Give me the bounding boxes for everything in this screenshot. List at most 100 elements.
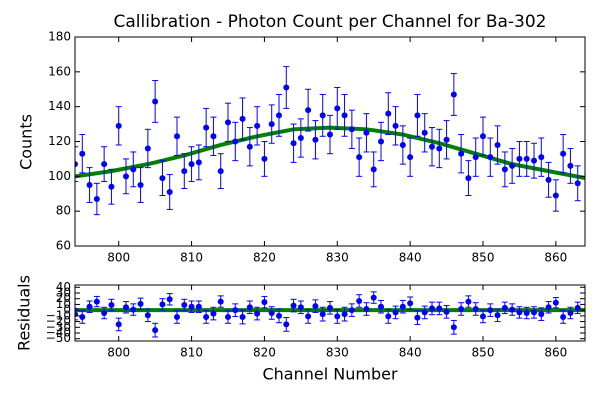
data-point — [144, 145, 151, 152]
data-point — [421, 129, 428, 136]
x-tick-label: 820 — [253, 251, 276, 265]
data-point — [210, 133, 217, 140]
data-point — [290, 140, 297, 147]
axes-frame — [74, 284, 586, 342]
plot-area — [75, 66, 585, 216]
data-point — [101, 310, 108, 316]
x-tick-label: 860 — [544, 251, 567, 265]
data-point — [523, 310, 530, 316]
y-tick-label: 10 — [56, 297, 71, 311]
data-point — [480, 133, 486, 140]
data-point — [152, 327, 159, 334]
data-point — [101, 161, 108, 168]
data-point — [225, 119, 231, 126]
data-point — [472, 154, 479, 161]
data-point — [210, 310, 217, 317]
data-point — [458, 150, 465, 157]
data-point — [181, 302, 188, 308]
data-point — [552, 192, 559, 199]
x-tick-label: 800 — [107, 346, 130, 360]
data-point — [465, 298, 472, 305]
data-point — [414, 112, 421, 119]
data-point — [137, 300, 144, 307]
data-point — [378, 303, 384, 310]
data-point — [574, 304, 581, 311]
data-point — [203, 124, 210, 131]
x-tick-label: 840 — [399, 346, 422, 360]
data-point — [348, 307, 355, 314]
data-point — [123, 304, 129, 311]
data-point — [356, 298, 363, 304]
data-point — [545, 176, 552, 183]
data-point — [327, 131, 333, 138]
data-point — [181, 168, 188, 175]
data-point — [501, 304, 508, 311]
data-point — [567, 310, 574, 316]
data-point — [341, 112, 348, 119]
data-point — [429, 305, 435, 312]
x-axis-label: Channel Number — [262, 365, 397, 384]
y-tick-label: 0 — [63, 303, 71, 317]
plot-area — [75, 291, 585, 338]
y-tick-label: −20 — [46, 314, 71, 328]
data-point — [319, 311, 326, 318]
data-point — [465, 175, 472, 182]
data-point — [363, 306, 370, 312]
x-tick-label: 810 — [180, 251, 203, 265]
data-point — [217, 298, 224, 305]
data-point — [239, 115, 246, 122]
data-point — [232, 138, 239, 145]
data-point — [174, 314, 180, 320]
data-point — [458, 306, 465, 312]
data-point — [297, 135, 304, 142]
data-point — [268, 310, 275, 316]
x-tick-label: 810 — [180, 346, 203, 360]
data-point — [108, 302, 115, 308]
data-point — [319, 112, 326, 119]
y-tick-label: 140 — [48, 99, 71, 113]
data-point — [159, 301, 166, 308]
data-point — [188, 161, 195, 168]
data-point — [305, 107, 312, 114]
x-tick-label: 830 — [326, 346, 349, 360]
data-point — [239, 314, 246, 320]
data-point — [392, 309, 399, 316]
data-point — [487, 154, 494, 161]
data-point — [509, 306, 516, 313]
data-point — [348, 126, 355, 133]
data-point — [494, 312, 501, 319]
y-tick-label: 160 — [48, 64, 71, 78]
data-point — [130, 166, 137, 173]
data-point — [276, 312, 282, 319]
data-point — [407, 154, 414, 161]
y-axis-label: Counts — [17, 114, 36, 170]
data-point — [290, 302, 297, 309]
data-point — [378, 138, 384, 145]
y-tick-label: 30 — [56, 286, 71, 300]
y-axis-label: Residuals — [15, 275, 34, 351]
data-point — [305, 313, 312, 320]
data-point — [188, 303, 195, 310]
data-point — [399, 303, 406, 310]
x-tick-label: 840 — [399, 251, 422, 265]
data-point — [152, 98, 159, 105]
y-tick-label: −10 — [46, 308, 71, 322]
data-point — [130, 306, 137, 313]
data-point — [312, 303, 319, 310]
data-point — [246, 143, 253, 150]
data-point — [509, 162, 516, 169]
data-point — [341, 311, 348, 318]
data-point — [195, 303, 202, 310]
data-point — [538, 154, 545, 161]
data-point — [370, 166, 377, 173]
data-point — [297, 304, 304, 311]
data-point — [334, 105, 341, 112]
data-point — [443, 136, 450, 143]
x-tick-label: 820 — [253, 346, 276, 360]
data-point — [574, 180, 581, 187]
data-point — [421, 309, 428, 316]
data-point — [75, 161, 78, 168]
data-point — [516, 155, 523, 162]
